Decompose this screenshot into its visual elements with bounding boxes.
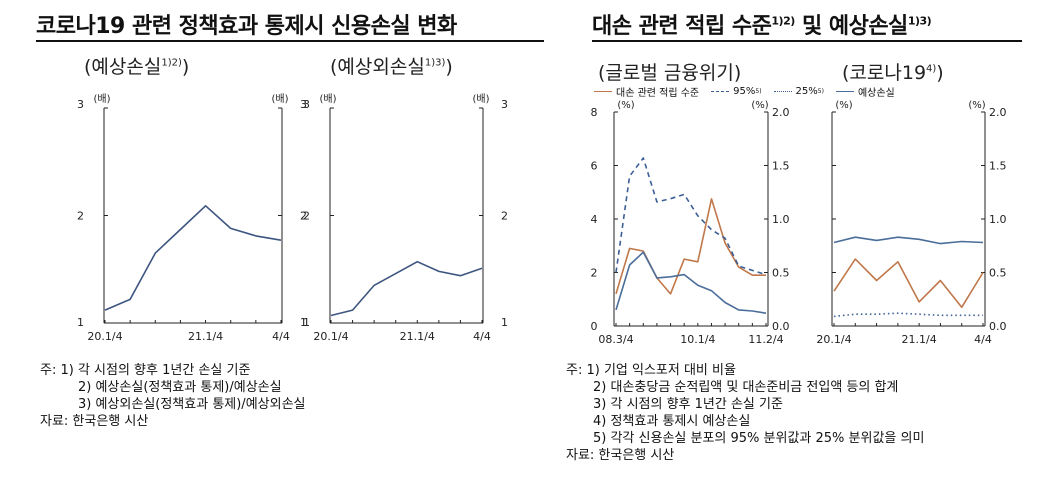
panel4-series-expected-loss	[833, 236, 984, 245]
left-notes: 주: 1) 각 시점의 향후 1년간 손실 기준 2) 예상손실(정책효과 통제…	[40, 362, 306, 430]
panel3-ytick-label-left: 8	[591, 106, 598, 119]
right-note-2: 2) 대손충당금 순적립액 및 대손준비금 전입액 등의 합계	[593, 380, 899, 395]
panel2-ytick-label-left: 2	[303, 210, 310, 223]
panel1-ytick-label-left: 2	[77, 210, 84, 223]
right-note-4: 4) 정책효과 통제시 예상손실	[593, 414, 751, 429]
legend-item-95: 95% 5)	[711, 86, 762, 97]
panel3-unit-left: (%)	[617, 100, 634, 111]
right-notes: 주: 1) 기업 익스포저 대비 비율 2) 대손충당금 순적립액 및 대손준비…	[566, 362, 924, 464]
panel2-ytick-label-left: 1	[303, 316, 310, 329]
legend-item-provision: 대손 관련 적립 수준	[594, 84, 699, 99]
right-note-3: 3) 각 시점의 향후 1년간 손실 기준	[593, 397, 783, 412]
panel3-series-q95	[615, 157, 767, 276]
legend-swatch-expected-loss	[835, 91, 854, 92]
panel4-series-provision	[833, 258, 984, 309]
left-section-title: 코로나19 관련 정책효과 통제시 신용손실 변화	[36, 14, 457, 39]
panel1-subtitle: (예상손실1)2))	[84, 56, 190, 78]
panel1-ytick-label-right: 3	[300, 98, 307, 111]
panel2-ytick-label-right: 3	[501, 98, 508, 111]
panel4-xtick-label: 20.1/4	[816, 333, 851, 346]
left-note-2: 2) 예상손실(정책효과 통제)/예상손실	[78, 380, 282, 395]
left-note-1: 주: 1) 각 시점의 향후 1년간 손실 기준	[40, 363, 251, 378]
legend-item-25: 25% 5)	[773, 86, 824, 97]
panel2-ytick-label-left: 3	[303, 98, 310, 111]
left-title-underline	[36, 40, 544, 42]
panel2-unit-left: (배)	[319, 93, 336, 105]
panel3-ytick-label-left: 2	[591, 267, 598, 280]
left-source: 자료: 한국은행 시산	[40, 414, 149, 429]
panel3-ytick-label-right: 1.5	[772, 160, 790, 173]
legend-label-95: 95%	[733, 86, 756, 97]
panel1-xtick-label: 4/4	[272, 330, 290, 343]
panel2-xtick-label: 20.1/4	[313, 330, 348, 343]
right-source: 자료: 한국은행 시산	[566, 448, 675, 463]
right-note-1: 주: 1) 기업 익스포저 대비 비율	[566, 363, 736, 378]
panel4-ytick-label-right: 1.5	[989, 160, 1007, 173]
legend-label-expected-loss: 예상손실	[857, 88, 895, 99]
panel4-ytick-label-right: 0.5	[989, 267, 1007, 280]
right-note-5: 5) 각각 신용손실 분포의 95% 분위값과 25% 분위값을 의미	[593, 431, 925, 446]
left-note-3: 3) 예상외손실(정책효과 통제)/예상외손실	[78, 397, 306, 412]
panel2-ytick-label-right: 1	[501, 316, 508, 329]
panel1-unit-left: (배)	[93, 93, 110, 105]
panel4-unit-left: (%)	[835, 100, 852, 111]
panel3-ytick-label-right: 0.5	[772, 267, 790, 280]
panel2-subtitle: (예상외손실1)3))	[330, 56, 453, 78]
panel2-ytick-label-right: 2	[501, 210, 508, 223]
panel4-series-q25	[833, 312, 983, 318]
legend-swatch-25	[773, 91, 792, 92]
panel3-xtick-label: 08.3/4	[598, 333, 633, 346]
panel3-xtick-label: 11.2/4	[748, 333, 783, 346]
panel3-ytick-label-right: 1.0	[772, 213, 790, 226]
panel1-xtick-label: 21.1/4	[188, 330, 223, 343]
panel1-ytick-label-right: 2	[300, 210, 307, 223]
panel3-series-provision	[615, 198, 766, 295]
panel3-ytick-label-left: 0	[591, 320, 598, 333]
panel2-xtick-label: 4/4	[473, 330, 491, 343]
panel1-xtick-label: 20.1/4	[87, 330, 122, 343]
panel4-ytick-label-right: 1.0	[989, 213, 1007, 226]
panel3-unit-right: (%)	[751, 100, 768, 111]
panel2-series-line	[330, 260, 483, 317]
panel3-ytick-label-left: 6	[591, 160, 598, 173]
panel3-xtick-label: 10.1/4	[680, 333, 715, 346]
panel4-ytick-label-right: 2.0	[989, 106, 1007, 119]
legend-label-provision: 대손 관련 적립 수준	[616, 88, 700, 99]
legend-item-expected-loss: 예상손실	[835, 84, 895, 99]
panel1-series-line	[104, 205, 282, 311]
panel3-ytick-label-left: 4	[591, 213, 598, 226]
panel2-xtick-label: 21.1/4	[400, 330, 435, 343]
panel3-series-expected-loss	[615, 251, 767, 314]
right-section-title: 대손 관련 적립 수준1)2) 및 예상손실1)3)	[592, 14, 932, 39]
panel4-subtitle: (코로나194))	[842, 62, 944, 84]
panel3-ytick-label-right: 2.0	[772, 106, 790, 119]
panel1-unit-right: (배)	[271, 93, 288, 105]
panel1-ytick-label-left: 1	[77, 316, 84, 329]
panel2-unit-right: (배)	[472, 93, 489, 105]
panel3-ytick-label-right: 0.0	[772, 320, 790, 333]
panel4-unit-right: (%)	[968, 100, 985, 111]
panel3-subtitle: (글로벌 금융위기)	[598, 62, 742, 84]
legend-swatch-95	[711, 91, 730, 92]
right-title-underline	[592, 40, 1022, 42]
legend-swatch-provision	[594, 91, 612, 92]
legend-label-25: 25%	[795, 86, 818, 97]
panel4-ytick-label-right: 0.0	[989, 320, 1007, 333]
panel1-ytick-label-right: 1	[300, 316, 307, 329]
chart-legend: 대손 관련 적립 수준 95% 5) 25% 5) 예상손실	[594, 84, 907, 99]
panel4-xtick-label: 21.1/4	[902, 333, 937, 346]
panel4-xtick-label: 4/4	[974, 333, 992, 346]
panel1-ytick-label-left: 3	[77, 98, 84, 111]
